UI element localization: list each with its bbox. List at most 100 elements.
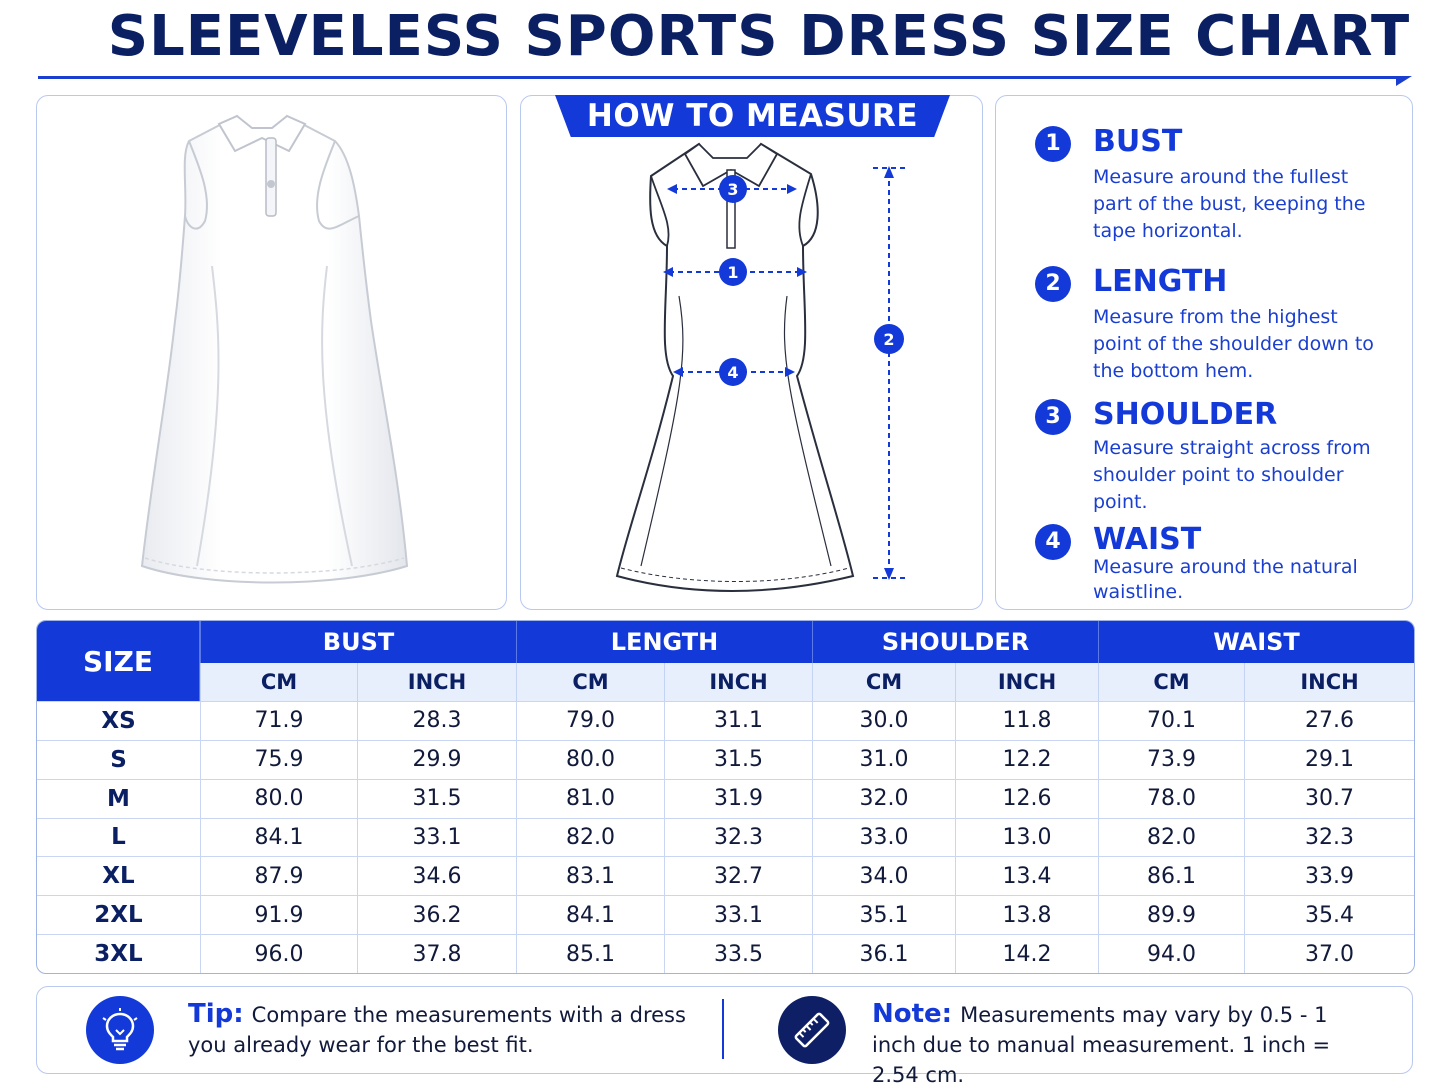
measurement-guide-panel <box>995 95 1413 610</box>
measurement-cell: 29.1 <box>1244 739 1415 779</box>
marker-2: 2 <box>883 330 894 349</box>
measurement-cell: 37.0 <box>1244 934 1415 973</box>
measurement-cell: 36.2 <box>357 895 516 935</box>
guide-description: Measure around the fullest part of the b… <box>1093 166 1366 242</box>
size-label-cell: S <box>37 739 200 779</box>
measurement-cell: 13.0 <box>955 817 1099 857</box>
measurement-cell: 12.2 <box>955 739 1099 779</box>
ruler-icon <box>778 996 846 1064</box>
marker-3: 3 <box>727 180 738 199</box>
unit-header: INCH <box>357 663 516 701</box>
measurement-cell: 32.7 <box>664 856 813 896</box>
table-row: L 84.1 33.1 82.0 32.3 33.0 13.0 82.0 32.3 <box>37 817 1415 857</box>
product-photo-panel <box>36 95 507 610</box>
measurement-cell: 84.1 <box>200 817 357 857</box>
measurement-cell: 31.1 <box>664 701 813 740</box>
measurement-cell: 89.9 <box>1098 895 1245 935</box>
unit-header: INCH <box>955 663 1099 701</box>
measurement-cell: 80.0 <box>200 778 357 818</box>
measurement-cell: 83.1 <box>516 856 664 896</box>
measurement-cell: 12.6 <box>955 778 1099 818</box>
measurement-cell: 73.9 <box>1098 739 1245 779</box>
marker-1: 1 <box>727 263 738 282</box>
table-row: 3XL 96.0 37.8 85.1 33.5 36.1 14.2 94.0 37.0 <box>37 934 1415 973</box>
title-underline-tip <box>1396 76 1412 86</box>
measurement-cell: 35.4 <box>1244 895 1415 935</box>
measurement-cell: 32.3 <box>1244 817 1415 857</box>
dress-measure-diagram: 3 1 4 2 <box>615 142 905 592</box>
measurement-cell: 28.3 <box>357 701 516 740</box>
measurement-cell: 33.5 <box>664 934 813 973</box>
unit-header: CM <box>516 663 664 701</box>
size-label-cell: XL <box>37 856 200 895</box>
unit-header: CM <box>812 663 956 701</box>
unit-header: CM <box>200 663 357 701</box>
measurement-cell: 33.0 <box>812 817 956 857</box>
guide-title: BUST <box>1093 124 1183 159</box>
measurement-cell: 87.9 <box>200 856 357 896</box>
measurement-cell: 96.0 <box>200 934 357 973</box>
measurement-cell: 33.9 <box>1244 856 1415 896</box>
measurement-cell: 36.1 <box>812 934 956 973</box>
waist-group-header: WAIST <box>1098 621 1415 663</box>
measurement-cell: 31.9 <box>664 778 813 818</box>
size-table-body: XS 71.9 28.3 79.0 31.1 30.0 11.8 70.1 27.6 S 75.9 2… <box>37 701 1415 973</box>
measurement-cell: 70.1 <box>1098 701 1245 740</box>
note-label: Note: <box>872 999 953 1029</box>
guide-number: 4 <box>1035 524 1071 560</box>
guide-description: Measure straight across from shoulder po… <box>1093 437 1371 513</box>
measurement-cell: 31.0 <box>812 739 956 779</box>
note-text: Note: Measurements may vary by 0.5 - 1 in… <box>872 999 1372 1086</box>
guide-number: 3 <box>1035 399 1071 435</box>
white-dress-image <box>140 114 409 584</box>
measurement-cell: 14.2 <box>955 934 1099 973</box>
measurement-cell: 79.0 <box>516 701 664 740</box>
lightbulb-icon <box>86 996 154 1064</box>
measurement-cell: 94.0 <box>1098 934 1245 973</box>
how-to-measure-banner: HOW TO MEASURE <box>555 95 950 137</box>
size-label-cell: XS <box>37 701 200 740</box>
title-underline <box>38 76 1398 79</box>
unit-header: CM <box>1098 663 1245 701</box>
measurement-cell: 33.1 <box>357 817 516 857</box>
measurement-cell: 29.9 <box>357 739 516 779</box>
unit-header: INCH <box>664 663 813 701</box>
measurement-cell: 82.0 <box>516 817 664 857</box>
measurement-cell: 30.7 <box>1244 778 1415 818</box>
how-to-measure-panel: 3 1 4 2 <box>520 95 983 610</box>
length-group-header: LENGTH <box>516 621 813 663</box>
measurement-cell: 37.8 <box>357 934 516 973</box>
tip-body: Compare the measurements with a dress yo… <box>188 1003 686 1057</box>
table-row: 2XL 91.9 36.2 84.1 33.1 35.1 13.8 89.9 35.4 <box>37 895 1415 935</box>
footer-divider <box>722 999 724 1059</box>
measurement-cell: 84.1 <box>516 895 664 935</box>
measurement-cell: 27.6 <box>1244 701 1415 740</box>
size-label-cell: L <box>37 817 200 857</box>
shoulder-group-header: SHOULDER <box>812 621 1099 663</box>
measurement-cell: 35.1 <box>812 895 956 935</box>
marker-4: 4 <box>727 363 738 382</box>
size-chart-table: SIZE BUST LENGTH SHOULDER WAIST CM INCH … <box>36 620 1416 974</box>
measurement-cell: 32.0 <box>812 778 956 818</box>
measurement-cell: 86.1 <box>1098 856 1245 896</box>
measurement-cell: 80.0 <box>516 739 664 779</box>
unit-header: INCH <box>1244 663 1415 701</box>
guide-number: 1 <box>1035 126 1071 162</box>
guide-title: LENGTH <box>1093 264 1228 299</box>
size-label-cell: 3XL <box>37 934 200 973</box>
measurement-cell: 30.0 <box>812 701 956 740</box>
measurement-cell: 13.4 <box>955 856 1099 896</box>
measurement-cell: 34.0 <box>812 856 956 896</box>
tip-label: Tip: <box>188 999 244 1029</box>
measurement-cell: 32.3 <box>664 817 813 857</box>
guide-title: WAIST <box>1093 522 1202 557</box>
measurement-cell: 91.9 <box>200 895 357 935</box>
size-label-cell: M <box>37 778 200 818</box>
measurement-cell: 82.0 <box>1098 817 1245 857</box>
guide-description: Measure from the highest point of the sh… <box>1093 306 1374 382</box>
measurement-cell: 81.0 <box>516 778 664 818</box>
tip-text: Tip: Compare the measurements with a dres… <box>188 999 688 1060</box>
table-row: XS 71.9 28.3 79.0 31.1 30.0 11.8 70.1 27.6 <box>37 701 1415 740</box>
measurement-cell: 85.1 <box>516 934 664 973</box>
measurement-cell: 75.9 <box>200 739 357 779</box>
